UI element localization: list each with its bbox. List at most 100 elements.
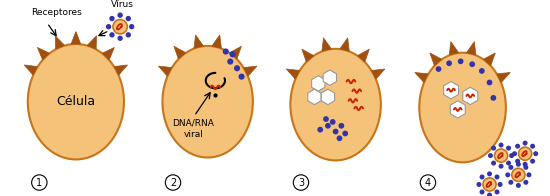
Circle shape (509, 153, 514, 158)
Circle shape (506, 146, 511, 151)
Circle shape (436, 66, 442, 72)
Polygon shape (450, 101, 465, 118)
Circle shape (446, 60, 452, 66)
Circle shape (530, 144, 535, 149)
Ellipse shape (28, 44, 124, 160)
Polygon shape (55, 36, 64, 49)
Circle shape (113, 20, 127, 34)
Circle shape (118, 13, 123, 18)
Circle shape (488, 153, 493, 158)
Circle shape (491, 95, 496, 101)
Circle shape (524, 165, 529, 170)
Circle shape (342, 131, 348, 136)
Circle shape (118, 35, 123, 41)
Polygon shape (174, 46, 186, 59)
Polygon shape (358, 49, 370, 62)
Polygon shape (244, 66, 257, 76)
Circle shape (522, 141, 527, 146)
Text: 2: 2 (170, 178, 176, 188)
Circle shape (519, 147, 532, 160)
Circle shape (487, 80, 492, 85)
Circle shape (487, 192, 492, 196)
Polygon shape (483, 53, 496, 65)
Polygon shape (497, 73, 510, 83)
Circle shape (480, 190, 485, 194)
Circle shape (522, 162, 527, 167)
Circle shape (516, 162, 521, 167)
Polygon shape (321, 89, 334, 105)
Circle shape (498, 182, 503, 187)
Polygon shape (323, 70, 337, 85)
Polygon shape (463, 87, 478, 105)
Ellipse shape (290, 49, 381, 160)
Polygon shape (340, 38, 349, 51)
Circle shape (512, 168, 525, 181)
Polygon shape (466, 42, 476, 55)
Circle shape (498, 164, 504, 169)
Circle shape (524, 180, 529, 185)
Polygon shape (37, 47, 50, 60)
Circle shape (227, 58, 233, 65)
Circle shape (420, 175, 436, 190)
Circle shape (526, 172, 531, 177)
Circle shape (125, 16, 131, 21)
Text: Vírus: Vírus (111, 0, 134, 9)
Ellipse shape (419, 53, 506, 162)
Circle shape (32, 175, 47, 190)
Circle shape (223, 48, 229, 55)
Circle shape (533, 151, 538, 156)
Polygon shape (312, 76, 325, 91)
Circle shape (333, 129, 338, 134)
Polygon shape (212, 35, 221, 48)
Circle shape (491, 161, 496, 166)
Circle shape (494, 149, 508, 162)
Text: 3: 3 (298, 178, 304, 188)
Polygon shape (322, 38, 331, 51)
Polygon shape (24, 65, 37, 75)
Circle shape (469, 61, 475, 67)
Circle shape (494, 174, 499, 180)
Circle shape (498, 142, 504, 148)
Circle shape (166, 175, 181, 190)
Polygon shape (449, 42, 459, 55)
Circle shape (109, 32, 114, 38)
Text: Célula: Célula (56, 95, 96, 108)
Polygon shape (194, 35, 204, 48)
Polygon shape (71, 32, 81, 44)
Circle shape (508, 180, 513, 185)
Circle shape (516, 183, 521, 188)
Polygon shape (443, 82, 459, 99)
Circle shape (458, 58, 464, 64)
Circle shape (483, 178, 496, 191)
Circle shape (508, 165, 513, 170)
Circle shape (512, 151, 517, 156)
Polygon shape (87, 36, 96, 49)
Text: Receptores: Receptores (31, 8, 82, 17)
Polygon shape (102, 47, 114, 60)
Circle shape (125, 32, 131, 38)
Circle shape (323, 116, 329, 122)
Polygon shape (415, 73, 428, 83)
Circle shape (325, 123, 331, 129)
Text: DNA/RNA
viral: DNA/RNA viral (172, 119, 214, 139)
Polygon shape (114, 65, 128, 75)
Circle shape (479, 68, 485, 74)
Text: 1: 1 (36, 178, 42, 188)
Polygon shape (302, 49, 314, 62)
Circle shape (338, 123, 344, 129)
Polygon shape (230, 46, 241, 59)
Circle shape (317, 127, 323, 132)
Circle shape (239, 74, 245, 80)
Ellipse shape (162, 46, 253, 158)
Circle shape (229, 51, 235, 57)
Polygon shape (308, 89, 321, 105)
Polygon shape (430, 53, 442, 65)
Circle shape (515, 159, 520, 164)
Circle shape (129, 24, 134, 29)
Circle shape (106, 24, 111, 29)
Circle shape (234, 65, 240, 71)
Circle shape (505, 172, 510, 177)
Circle shape (515, 144, 520, 149)
Circle shape (491, 146, 496, 151)
Circle shape (476, 182, 481, 187)
